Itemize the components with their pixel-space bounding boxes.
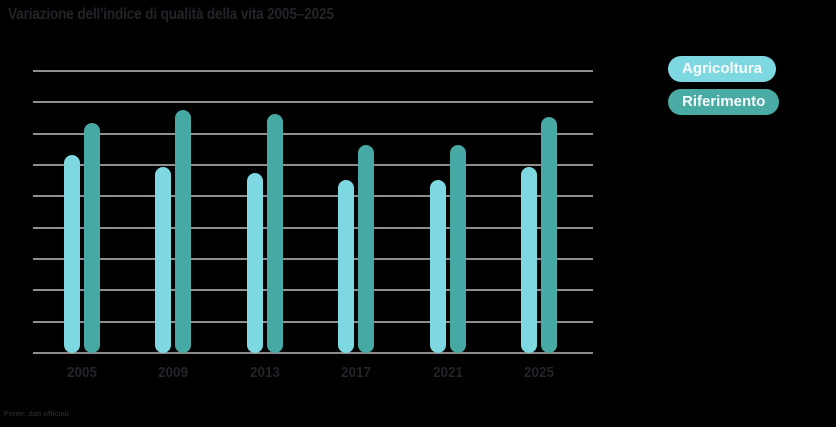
legend: Agricoltura Riferimento xyxy=(668,56,780,115)
x-axis-line xyxy=(33,352,593,354)
bar-riferimento-2021 xyxy=(449,145,466,353)
gridline xyxy=(33,164,593,166)
bar-riferimento-2013 xyxy=(266,113,283,353)
x-axis-label-2013: 2013 xyxy=(249,364,280,381)
source-note: Fonte: dati ufficiali xyxy=(4,409,69,418)
gridline xyxy=(33,70,593,72)
bar-agricoltura-2013 xyxy=(246,173,263,353)
x-axis-label-2017: 2017 xyxy=(341,364,372,381)
bar-riferimento-2005 xyxy=(84,123,100,353)
gridline xyxy=(33,132,593,135)
bar-riferimento-2009 xyxy=(175,110,192,353)
gridline xyxy=(33,320,593,323)
gridline xyxy=(33,195,593,198)
gridline xyxy=(33,258,593,260)
plot-area xyxy=(33,70,593,354)
bar-riferimento-2017 xyxy=(358,145,375,353)
bar-agricoltura-2005 xyxy=(64,154,80,353)
gridline xyxy=(33,289,593,292)
chart-title: Variazione dell'indice di qualità della … xyxy=(8,6,334,23)
x-axis-label-2005: 2005 xyxy=(66,364,98,381)
bar-agricoltura-2017 xyxy=(338,179,355,353)
x-axis-label-2025: 2025 xyxy=(523,364,555,381)
legend-pill-agricoltura[interactable]: Agricoltura xyxy=(668,56,777,82)
gridline xyxy=(33,101,593,104)
bar-riferimento-2025 xyxy=(541,116,557,353)
bar-agricoltura-2009 xyxy=(155,167,172,353)
x-axis-label-2009: 2009 xyxy=(158,364,189,381)
x-axis-label-2021: 2021 xyxy=(432,364,463,381)
bar-agricoltura-2021 xyxy=(429,179,446,353)
gridline xyxy=(33,226,593,229)
bar-agricoltura-2025 xyxy=(521,167,537,353)
legend-pill-riferimento[interactable]: Riferimento xyxy=(668,89,780,115)
